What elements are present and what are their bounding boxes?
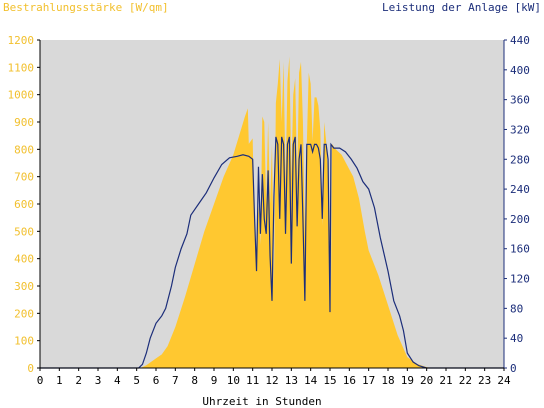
x-tick-label: 14 xyxy=(304,374,318,387)
series-layer xyxy=(40,56,504,369)
x-tick-label: 22 xyxy=(459,374,472,387)
x-tick-label: 3 xyxy=(95,374,102,387)
x-tick-label: 11 xyxy=(246,374,259,387)
left-axis-title: Bestrahlungsstärke [W/qm] xyxy=(3,1,169,14)
x-tick-label: 0 xyxy=(37,374,44,387)
right-tick-label: 400 xyxy=(510,64,530,77)
left-tick-label: 700 xyxy=(14,171,34,184)
right-tick-label: 80 xyxy=(510,302,523,315)
x-tick-label: 7 xyxy=(172,374,179,387)
x-tick-label: 13 xyxy=(285,374,298,387)
x-tick-label: 6 xyxy=(153,374,160,387)
x-tick-label: 15 xyxy=(323,374,336,387)
x-tick-label: 23 xyxy=(478,374,491,387)
left-tick-label: 200 xyxy=(14,307,34,320)
x-tick-label: 17 xyxy=(362,374,375,387)
x-tick-label: 10 xyxy=(227,374,240,387)
right-tick-label: 200 xyxy=(510,213,530,226)
x-axis-title: Uhrzeit in Stunden xyxy=(202,395,321,408)
axes-layer xyxy=(37,39,507,371)
x-tick-label: 5 xyxy=(133,374,140,387)
x-tick-label: 20 xyxy=(420,374,433,387)
left-tick-label: 500 xyxy=(14,225,34,238)
left-tick-label: 800 xyxy=(14,143,34,156)
irradiance-area xyxy=(40,56,504,369)
left-tick-label: 1200 xyxy=(8,34,35,47)
x-tick-label: 24 xyxy=(497,374,511,387)
left-tick-label: 100 xyxy=(14,335,34,348)
x-tick-label: 12 xyxy=(265,374,278,387)
left-tick-label: 0 xyxy=(27,362,34,375)
left-tick-label: 1000 xyxy=(8,89,35,102)
right-tick-label: 40 xyxy=(510,332,523,345)
left-tick-label: 900 xyxy=(14,116,34,129)
right-tick-label: 0 xyxy=(510,362,517,375)
x-tick-label: 9 xyxy=(211,374,218,387)
right-tick-label: 240 xyxy=(510,183,530,196)
x-tick-label: 21 xyxy=(439,374,452,387)
x-tick-label: 19 xyxy=(401,374,414,387)
x-tick-label: 4 xyxy=(114,374,121,387)
x-tick-label: 8 xyxy=(191,374,198,387)
right-tick-label: 440 xyxy=(510,34,530,47)
x-tick-label: 18 xyxy=(381,374,394,387)
right-tick-label: 120 xyxy=(510,273,530,286)
right-tick-label: 320 xyxy=(510,123,530,136)
x-tick-label: 2 xyxy=(75,374,82,387)
x-tick-label: 1 xyxy=(56,374,63,387)
right-axis-title: Leistung der Anlage [kW] xyxy=(382,1,541,14)
left-tick-label: 400 xyxy=(14,253,34,266)
left-tick-label: 600 xyxy=(14,198,34,211)
right-tick-label: 280 xyxy=(510,153,530,166)
power-line xyxy=(40,136,504,369)
right-tick-label: 360 xyxy=(510,94,530,107)
tick-labels: 0100200300400500600700800900100011001200… xyxy=(8,34,530,387)
left-tick-label: 300 xyxy=(14,280,34,293)
x-tick-label: 16 xyxy=(343,374,356,387)
right-tick-label: 160 xyxy=(510,243,530,256)
left-tick-label: 1100 xyxy=(8,61,35,74)
